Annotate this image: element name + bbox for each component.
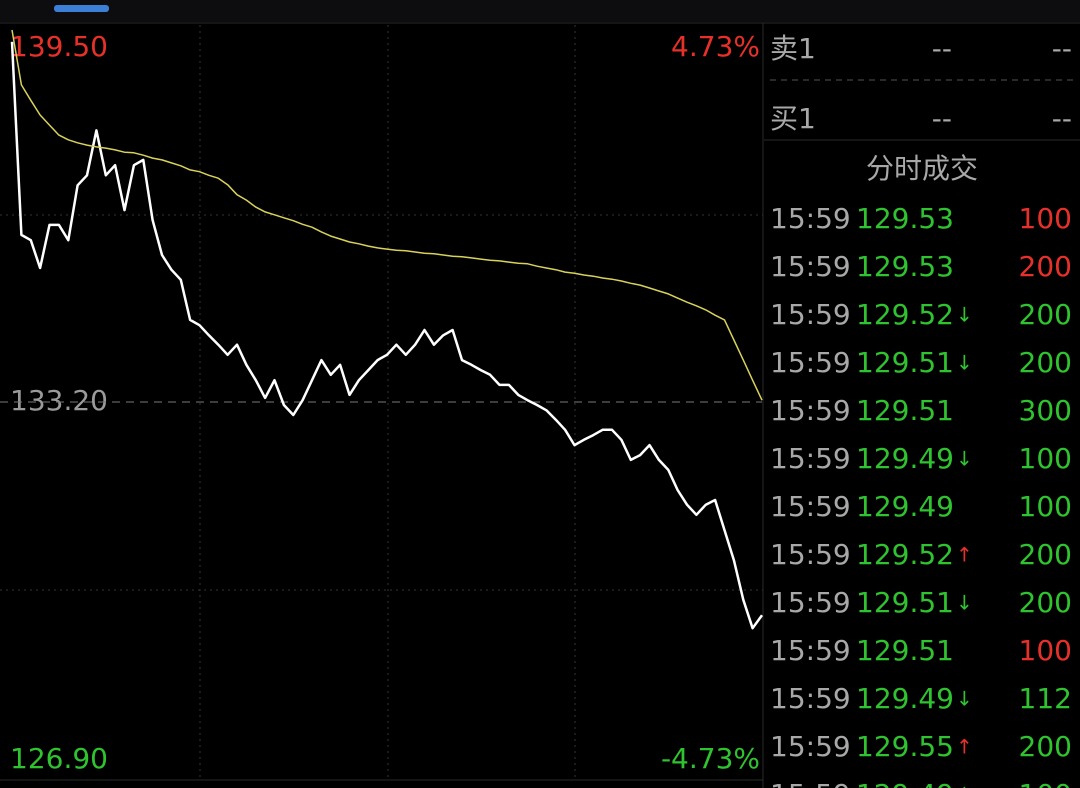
trade-volume: 112: [1019, 682, 1072, 715]
book-label: 买1: [770, 102, 816, 135]
trade-arrow: ↓: [956, 351, 973, 375]
trade-price: 129.55: [856, 730, 954, 763]
trade-time: 15:59: [770, 298, 851, 331]
trade-time: 15:59: [770, 250, 851, 283]
trade-volume: 200: [1019, 538, 1072, 571]
trade-arrow: ↑: [956, 543, 973, 567]
book-price: --: [932, 32, 952, 65]
trade-price: 129.49: [856, 778, 954, 788]
trade-time: 15:59: [770, 538, 851, 571]
trade-volume: 200: [1019, 298, 1072, 331]
trade-volume: 300: [1019, 394, 1072, 427]
trade-arrow: ↓: [956, 303, 973, 327]
trade-time: 15:59: [770, 730, 851, 763]
trade-volume: 200: [1019, 250, 1072, 283]
book-volume: --: [1052, 32, 1072, 65]
book-label: 卖1: [770, 32, 816, 65]
trades-title: 分时成交: [866, 152, 978, 185]
trade-price: 129.51: [856, 634, 954, 667]
trade-price: 129.51: [856, 586, 954, 619]
tab-indicator[interactable]: [54, 5, 109, 12]
trade-arrow: ↓: [956, 687, 973, 711]
trade-volume: 100: [1019, 202, 1072, 235]
trade-arrow: ↓: [956, 447, 973, 471]
trade-arrow: ↓: [956, 783, 973, 788]
top-bar: [0, 0, 1080, 22]
trade-price: 129.53: [856, 202, 954, 235]
trade-time: 15:59: [770, 346, 851, 379]
trade-volume: 100: [1019, 778, 1072, 788]
trade-volume: 100: [1019, 490, 1072, 523]
trade-volume: 100: [1019, 442, 1072, 475]
y2-tick-label: 4.73%: [671, 30, 760, 63]
book-volume: --: [1052, 102, 1072, 135]
y2-tick-label: -4.73%: [661, 742, 760, 775]
trade-price: 129.49: [856, 682, 954, 715]
trade-volume: 200: [1019, 586, 1072, 619]
trade-price: 129.49: [856, 490, 954, 523]
trade-time: 15:59: [770, 682, 851, 715]
trade-price: 129.49: [856, 442, 954, 475]
y-tick-label: 139.50: [10, 30, 108, 63]
trade-time: 15:59: [770, 586, 851, 619]
price-line: [10, 41, 764, 630]
trade-time: 15:59: [770, 634, 851, 667]
trade-price: 129.52: [856, 298, 954, 331]
trade-time: 15:59: [770, 490, 851, 523]
trade-arrow: ↓: [956, 591, 973, 615]
trade-time: 15:59: [770, 394, 851, 427]
trade-time: 15:59: [770, 442, 851, 475]
trade-time: 15:59: [770, 778, 851, 788]
grid: [0, 25, 763, 780]
trade-time: 15:59: [770, 202, 851, 235]
trade-price: 129.51: [856, 394, 954, 427]
trade-price: 129.51: [856, 346, 954, 379]
book-price: --: [932, 102, 952, 135]
trade-price: 129.53: [856, 250, 954, 283]
y-tick-label: 133.20: [10, 384, 108, 417]
trade-price: 129.52: [856, 538, 954, 571]
trade-volume: 100: [1019, 634, 1072, 667]
trade-volume: 200: [1019, 730, 1072, 763]
trade-arrow: ↑: [956, 735, 973, 759]
trade-volume: 200: [1019, 346, 1072, 379]
price-line: [11, 29, 763, 401]
y-tick-label: 126.90: [10, 742, 108, 775]
